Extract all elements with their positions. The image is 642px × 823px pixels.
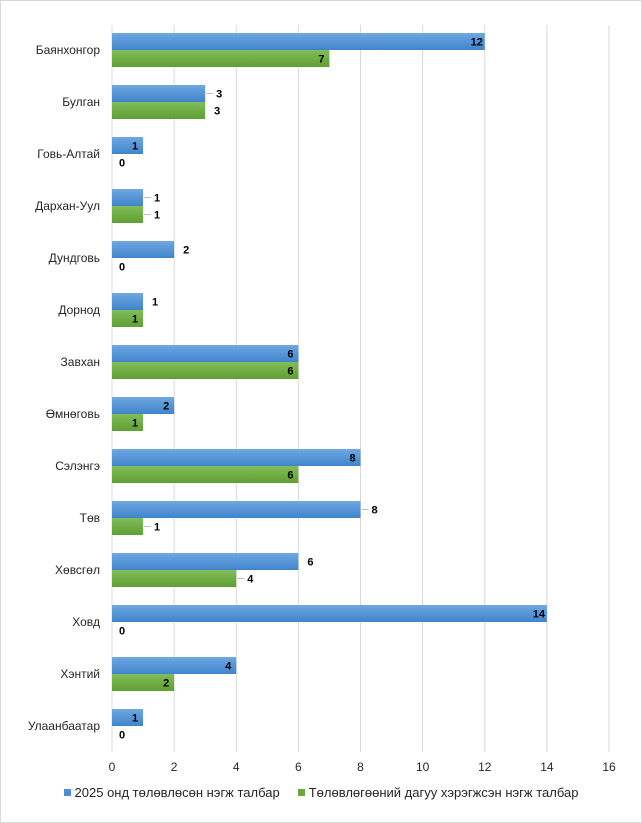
data-label: 0 bbox=[119, 262, 125, 274]
bar-planned bbox=[112, 605, 547, 622]
x-tick-label: 6 bbox=[295, 760, 302, 774]
data-label: 1 bbox=[132, 713, 138, 725]
x-tick-label: 0 bbox=[109, 760, 116, 774]
legend-label-planned: 2025 онд төлөвлөсөн нэгж талбар bbox=[74, 785, 280, 800]
data-label: 2 bbox=[183, 245, 189, 257]
legend-label-implemented: Төлөвлөгөөний дагуу хэрэгжсэн нэгж талба… bbox=[308, 785, 579, 800]
bar-planned bbox=[112, 657, 237, 674]
bar-implemented bbox=[112, 50, 330, 67]
bar-implemented bbox=[112, 674, 175, 691]
x-tick-label: 14 bbox=[540, 760, 554, 774]
bar-implemented bbox=[112, 466, 299, 483]
bar-planned bbox=[112, 137, 144, 154]
category-label: Төв bbox=[80, 511, 100, 525]
data-label: 1 bbox=[132, 418, 138, 430]
data-label: 1 bbox=[154, 522, 160, 534]
category-label: Булган bbox=[62, 95, 100, 109]
bar-planned bbox=[112, 241, 175, 258]
data-label: 3 bbox=[214, 106, 220, 118]
legend-item-planned: 2025 онд төлөвлөсөн нэгж талбар bbox=[63, 785, 280, 800]
x-tick-label: 2 bbox=[171, 760, 178, 774]
category-label: Дундговь bbox=[49, 251, 100, 265]
x-tick-label: 8 bbox=[357, 760, 364, 774]
category-label: Улаанбаатар bbox=[28, 719, 101, 733]
category-label: Завхан bbox=[61, 355, 100, 369]
data-label: 0 bbox=[119, 730, 125, 742]
bar-planned bbox=[112, 709, 144, 726]
data-label: 12 bbox=[471, 37, 483, 49]
category-label: Баянхонгор bbox=[36, 43, 101, 57]
data-label: 6 bbox=[287, 349, 293, 361]
data-label: 2 bbox=[163, 678, 169, 690]
bar-implemented bbox=[112, 414, 144, 431]
data-label: 4 bbox=[247, 574, 254, 586]
bar-implemented bbox=[112, 310, 144, 327]
data-label: 1 bbox=[132, 141, 138, 153]
data-label: 4 bbox=[225, 661, 232, 673]
bar-planned bbox=[112, 345, 299, 362]
data-label: 6 bbox=[287, 470, 293, 482]
data-label: 1 bbox=[154, 210, 160, 222]
bar-implemented bbox=[112, 518, 144, 535]
data-label: 8 bbox=[371, 505, 377, 517]
category-label: Өмнөговь bbox=[46, 407, 100, 421]
bar-planned bbox=[112, 85, 206, 102]
category-label: Хэнтий bbox=[60, 667, 100, 681]
data-label: 1 bbox=[132, 314, 138, 326]
bar-implemented bbox=[112, 102, 206, 119]
data-label: 1 bbox=[152, 297, 158, 309]
legend-swatch-implemented bbox=[297, 789, 305, 796]
legend: 2025 онд төлөвлөсөн нэгж талбар Төлөвлөг… bbox=[0, 785, 642, 800]
category-label: Сэлэнгэ bbox=[55, 459, 100, 473]
legend-item-implemented: Төлөвлөгөөний дагуу хэрэгжсэн нэгж талба… bbox=[297, 785, 579, 800]
category-label: Хөвсгөл bbox=[55, 563, 100, 577]
data-label: 8 bbox=[349, 453, 355, 465]
data-label: 3 bbox=[216, 89, 222, 101]
category-label: Ховд bbox=[72, 615, 100, 629]
x-tick-label: 12 bbox=[478, 760, 492, 774]
x-tick-label: 10 bbox=[416, 760, 430, 774]
bar-planned bbox=[112, 397, 175, 414]
data-label: 6 bbox=[307, 557, 313, 569]
data-label: 0 bbox=[119, 158, 125, 170]
data-label: 14 bbox=[533, 609, 546, 621]
bar-implemented bbox=[112, 362, 299, 379]
x-tick-label: 4 bbox=[233, 760, 240, 774]
data-label: 1 bbox=[154, 193, 160, 205]
bar-planned bbox=[112, 501, 361, 518]
category-label: Дархан-Уул bbox=[35, 199, 100, 213]
data-label: 6 bbox=[287, 366, 293, 378]
bar-planned bbox=[112, 33, 485, 50]
bar-implemented bbox=[112, 570, 237, 587]
bar-planned bbox=[112, 189, 144, 206]
category-label: Дорнод bbox=[58, 303, 100, 317]
data-label: 0 bbox=[119, 626, 125, 638]
x-tick-label: 16 bbox=[602, 760, 616, 774]
bar-implemented bbox=[112, 206, 144, 223]
bar-planned bbox=[112, 449, 361, 466]
data-label: 7 bbox=[318, 54, 324, 66]
legend-swatch-planned bbox=[63, 789, 71, 796]
bar-planned bbox=[112, 553, 299, 570]
data-label: 2 bbox=[163, 401, 169, 413]
bar-planned bbox=[112, 293, 144, 310]
category-label: Говь-Алтай bbox=[37, 147, 100, 161]
